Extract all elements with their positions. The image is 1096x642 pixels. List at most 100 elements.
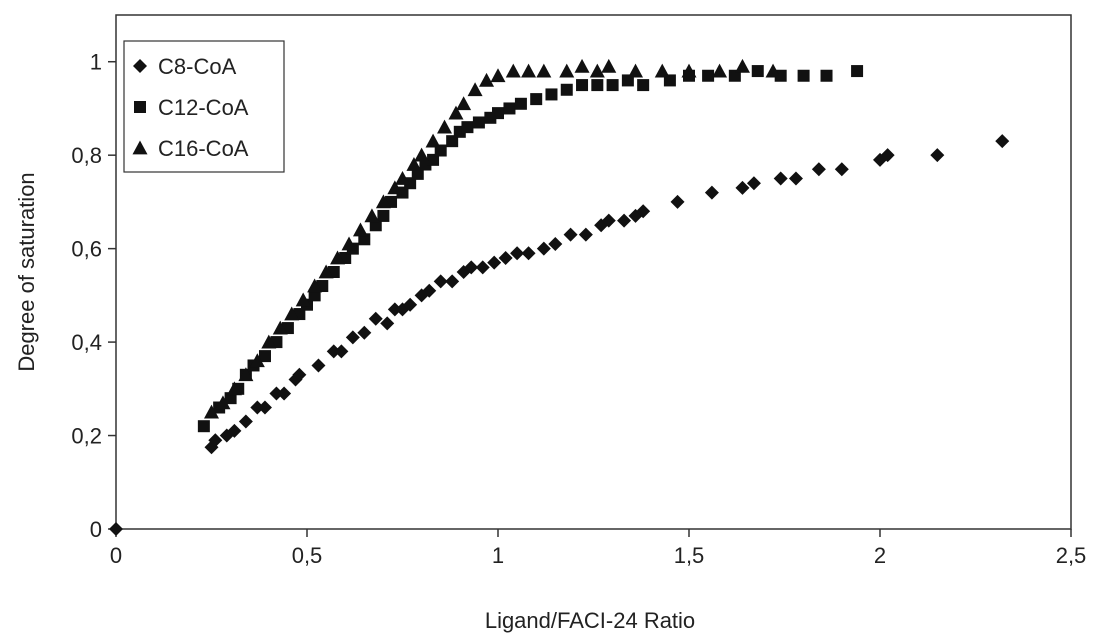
x-axis-title: Ligand/FACI-24 Ratio [485,608,695,633]
point-c8-coa [670,194,685,209]
point-c12-coa [492,107,504,120]
point-c12-coa [530,93,543,106]
point-c8-coa [617,213,632,228]
point-c8-coa [380,316,395,331]
point-c16-coa [425,133,441,148]
point-c8-coa [834,162,849,177]
point-c8-coa [292,367,307,382]
x-tick-label: 2,5 [1056,543,1087,568]
point-c12-coa [503,102,516,115]
point-c8-coa [536,241,551,256]
point-c8-coa [311,358,326,373]
point-c16-coa [559,63,575,78]
point-c16-coa [364,208,380,223]
point-c8-coa [487,255,502,270]
point-c12-coa [606,79,619,92]
point-c16-coa [414,147,430,162]
x-tick-label: 2 [874,543,886,568]
point-c16-coa [437,119,453,134]
point-c8-coa [433,274,448,289]
point-c16-coa [406,157,422,171]
point-c16-coa [448,105,464,120]
point-c12-coa [472,116,485,129]
legend: C8-CoA C12-CoA C16-CoA [123,40,285,173]
point-c16-coa [505,63,521,78]
point-c16-coa [479,72,495,87]
x-tick-label: 0 [110,543,122,568]
point-c16-coa [352,222,368,237]
point-c8-coa [257,400,272,415]
point-c16-coa [467,82,483,97]
point-c8-coa [510,246,525,261]
point-c8-coa [746,176,761,191]
point-c16-coa [712,63,728,78]
point-c12-coa [576,79,589,92]
point-c16-coa [318,264,334,279]
point-c8-coa [636,204,651,219]
point-c16-coa [284,306,300,321]
point-c16-coa [330,250,346,265]
y-tick-label: 0,2 [71,424,102,449]
point-c8-coa [208,433,223,448]
point-c12-coa [560,83,573,96]
point-c8-coa [735,180,750,195]
point-c8-coa [498,250,513,265]
point-c8-coa [788,171,803,186]
point-c8-coa [403,297,418,312]
point-c8-coa [422,283,437,298]
point-c16-coa [395,171,410,185]
point-c16-coa [456,96,472,111]
point-c8-coa [601,213,616,228]
point-c16-coa [341,236,357,251]
x-tick-label: 1 [492,543,504,568]
legend-label-c16-coa: C16-CoA [158,136,249,161]
point-c8-coa [811,162,826,177]
point-c8-coa [445,274,460,289]
point-c8-coa [334,344,349,359]
legend-marker-c16-coa [132,140,148,155]
point-c8-coa [345,330,360,345]
y-tick-label: 1 [90,50,102,75]
point-c16-coa [536,63,552,78]
point-c12-coa [461,121,474,134]
y-tick-label: 0,6 [71,237,102,262]
point-c12-coa [514,97,527,110]
legend-marker-c12-coa [134,101,146,113]
point-c16-coa [681,63,697,78]
point-c16-coa [215,395,231,410]
y-axis-ticks: 0 0,2 0,4 0,6 0,8 1 [71,50,116,542]
point-c8-coa [227,423,242,438]
y-tick-label: 0 [90,517,102,542]
point-c8-coa [880,148,895,163]
point-c12-coa [637,79,650,92]
point-c16-coa [387,180,403,195]
point-c16-coa [601,58,617,73]
legend-marker-c8-coa [133,59,147,73]
y-tick-label: 0,4 [71,330,102,355]
point-c8-coa [704,185,719,200]
point-c12-coa [427,153,440,166]
point-c16-coa [574,58,590,73]
point-c8-coa [357,325,372,340]
point-c12-coa [545,88,558,101]
legend-box [123,40,285,173]
point-c12-coa [446,135,459,148]
point-c12-coa [820,69,833,82]
point-c8-coa [773,171,788,186]
point-c16-coa [521,63,537,78]
point-c8-coa [464,260,479,275]
point-c16-coa [654,63,670,78]
point-c12-coa [851,65,864,78]
point-c16-coa [295,292,311,307]
point-c12-coa [751,65,764,78]
point-c8-coa [250,400,265,415]
point-c16-coa [765,63,781,78]
point-c16-coa [226,381,242,396]
point-c8-coa [995,134,1010,149]
data-points [109,58,1010,536]
x-tick-label: 0,5 [292,543,323,568]
point-c16-coa [261,334,277,349]
point-c8-coa [548,236,563,251]
point-c12-coa [258,350,271,363]
